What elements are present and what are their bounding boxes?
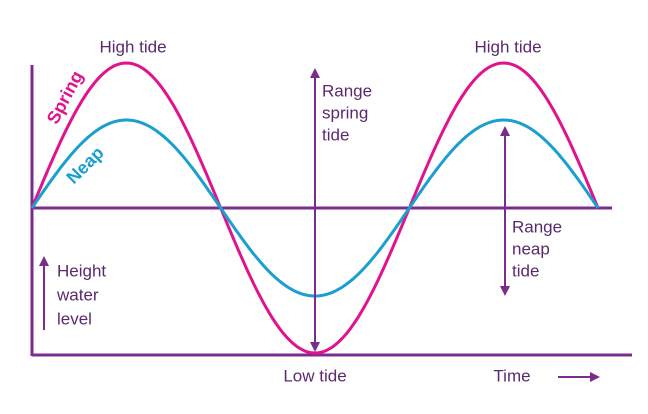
neap-label: Neap <box>62 142 107 187</box>
spring-curve <box>30 61 600 355</box>
height-line: water <box>56 285 99 304</box>
height-line: Height <box>57 261 106 280</box>
height-line: level <box>57 309 92 328</box>
spring-label: Spring <box>43 68 87 128</box>
low-tide-label: Low tide <box>283 366 346 385</box>
high-tide-label: High tide <box>474 37 541 56</box>
range-neap-line: neap <box>512 239 550 258</box>
time-label: Time <box>493 366 530 385</box>
range-spring-line: Range <box>322 81 372 100</box>
range-spring-line: spring <box>322 103 368 122</box>
range-neap-line: Range <box>512 217 562 236</box>
range-spring-line: tide <box>322 125 349 144</box>
range-neap-line: tide <box>512 261 539 280</box>
high-tide-label: High tide <box>99 37 166 56</box>
